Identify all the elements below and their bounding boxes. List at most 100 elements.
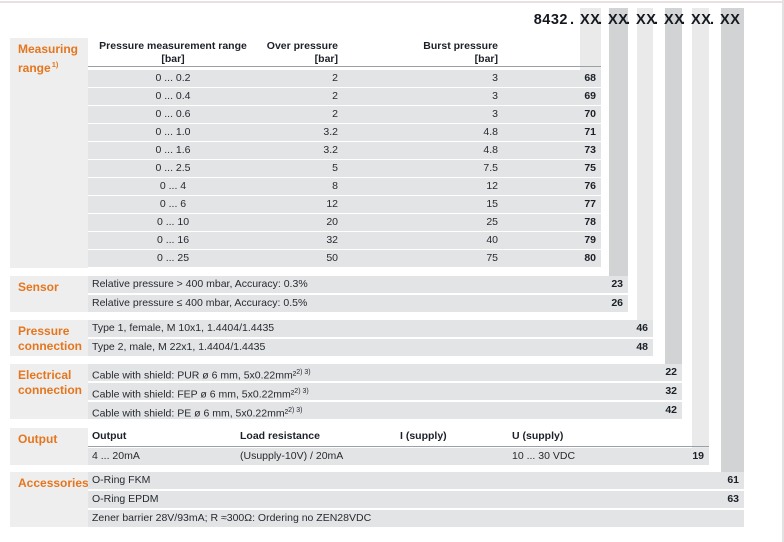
range-value: 0 ... 1.0 bbox=[155, 126, 191, 138]
order-column-band-4 bbox=[665, 8, 682, 364]
column-title: Over pressure bbox=[266, 40, 338, 52]
table-row: 0 ... 1.6 3.2 4.8 73 bbox=[88, 142, 601, 159]
order-code: 46 bbox=[636, 322, 648, 334]
u-supply-value: 10 ... 30 VDC bbox=[512, 450, 576, 462]
table-row: 0 ... 4 8 12 76 bbox=[88, 178, 601, 195]
table-row: O-Ring FKM 61 bbox=[88, 472, 744, 489]
column-header-over-pressure: Over pressure [bar] bbox=[258, 40, 338, 65]
order-column-band-3 bbox=[637, 8, 653, 320]
burst-pressure-value: 25 bbox=[486, 216, 498, 228]
option-text: Cable with shield: PUR ø 6 mm, 5x0.22mm²… bbox=[92, 364, 311, 382]
table-row: Relative pressure ≤ 400 mbar, Accuracy: … bbox=[88, 295, 628, 312]
over-pressure-value: 32 bbox=[326, 234, 338, 246]
order-code: 19 bbox=[692, 450, 704, 462]
label-line: Pressure bbox=[18, 324, 70, 338]
order-code: 26 bbox=[611, 297, 623, 309]
table-row: 0 ... 2.5 5 7.5 75 bbox=[88, 160, 601, 177]
over-pressure-value: 2 bbox=[332, 72, 338, 84]
label-line: Output bbox=[18, 432, 58, 446]
electrical-connection-rows: Cable with shield: PUR ø 6 mm, 5x0.22mm²… bbox=[88, 364, 682, 421]
output-value: 4 ... 20mA bbox=[92, 450, 140, 462]
order-column-band-2 bbox=[609, 8, 628, 276]
option-text: Type 2, male, M 22x1, 1.4404/1.4435 bbox=[92, 341, 266, 353]
separator-dot: . bbox=[598, 12, 603, 28]
range-value: 0 ... 0.6 bbox=[155, 108, 191, 120]
option-text: O-Ring EPDM bbox=[92, 493, 159, 505]
option-text: Relative pressure > 400 mbar, Accuracy: … bbox=[92, 278, 308, 290]
footnote-marker: 1) bbox=[51, 60, 59, 69]
code-placeholder: XX bbox=[580, 12, 601, 28]
table-row: Cable with shield: FEP ø 6 mm, 5x0.22mm²… bbox=[88, 383, 682, 401]
code-placeholder: XX bbox=[720, 12, 741, 28]
label-line: Measuring bbox=[18, 42, 79, 56]
burst-pressure-value: 75 bbox=[486, 252, 498, 264]
range-value: 0 ... 0.4 bbox=[155, 90, 191, 102]
option-text: Type 1, female, M 10x1, 1.4404/1.4435 bbox=[92, 322, 275, 334]
option-text: Relative pressure ≤ 400 mbar, Accuracy: … bbox=[92, 297, 308, 309]
table-row: 0 ... 0.6 2 3 70 bbox=[88, 106, 601, 123]
accessories-rows: O-Ring FKM 61 O-Ring EPDM 63 Zener barrier… bbox=[88, 472, 744, 529]
code-placeholder: XX bbox=[636, 12, 657, 28]
burst-pressure-value: 3 bbox=[492, 90, 498, 102]
order-code: 80 bbox=[584, 252, 596, 264]
table-row: 0 ... 25 50 75 80 bbox=[88, 250, 601, 267]
column-header-load-resistance: Load resistance bbox=[240, 430, 320, 442]
order-code: 22 bbox=[665, 366, 677, 378]
over-pressure-value: 3.2 bbox=[323, 144, 338, 156]
table-row: Relative pressure > 400 mbar, Accuracy: … bbox=[88, 276, 628, 293]
order-code: 68 bbox=[584, 72, 596, 84]
over-pressure-value: 3.2 bbox=[323, 126, 338, 138]
option-text: O-Ring FKM bbox=[92, 474, 151, 486]
separator-dot: . bbox=[626, 12, 631, 28]
section-label-pressure-connection: Pressure connection bbox=[10, 320, 88, 356]
order-code: 71 bbox=[584, 126, 596, 138]
order-code-group-2: . XX bbox=[598, 10, 628, 30]
option-text: Zener barrier 28V/93mA; R ≈300Ω: Orderin… bbox=[92, 512, 372, 524]
footnote-marker: 2) 3) bbox=[288, 407, 303, 414]
order-code: 76 bbox=[584, 180, 596, 192]
over-pressure-value: 20 bbox=[326, 216, 338, 228]
page-top-border bbox=[0, 1, 784, 3]
table-row: Cable with shield: PUR ø 6 mm, 5x0.22mm²… bbox=[88, 364, 682, 382]
table-row: 0 ... 0.2 2 3 68 bbox=[88, 70, 601, 87]
over-pressure-value: 50 bbox=[326, 252, 338, 264]
table-row: O-Ring EPDM 63 bbox=[88, 491, 744, 508]
product-number: 8432 bbox=[533, 12, 568, 28]
order-code-group-5: . XX bbox=[681, 10, 711, 30]
column-header-burst-pressure: Burst pressure [bar] bbox=[338, 40, 498, 65]
section-label-accessories: Accessories bbox=[10, 472, 89, 527]
header-divider bbox=[88, 66, 601, 67]
sensor-rows: Relative pressure > 400 mbar, Accuracy: … bbox=[88, 276, 628, 314]
measuring-table-header: Pressure measurement range [bar] Over pr… bbox=[88, 40, 601, 65]
range-value: 0 ... 4 bbox=[159, 180, 187, 192]
page-right-border bbox=[782, 0, 784, 542]
order-code: 48 bbox=[636, 341, 648, 353]
column-unit: [bar] bbox=[314, 52, 338, 65]
table-row: 0 ... 0.4 2 3 69 bbox=[88, 88, 601, 105]
over-pressure-value: 2 bbox=[332, 90, 338, 102]
order-code: 61 bbox=[727, 474, 739, 486]
order-code: 78 bbox=[584, 216, 596, 228]
table-row: Type 1, female, M 10x1, 1.4404/1.4435 46 bbox=[88, 320, 653, 337]
output-table-header: Output Load resistance I (supply) U (sup… bbox=[88, 430, 709, 442]
label-line: connection bbox=[18, 339, 83, 353]
section-label-sensor: Sensor bbox=[10, 276, 88, 312]
range-value: 0 ... 6 bbox=[159, 198, 187, 210]
i-supply-value bbox=[400, 448, 512, 465]
column-header-u-supply: U (supply) bbox=[512, 430, 564, 442]
table-row: Zener barrier 28V/93mA; R ≈300Ω: Orderin… bbox=[88, 510, 744, 527]
label-line: Sensor bbox=[18, 280, 59, 294]
range-value: 0 ... 10 bbox=[156, 216, 190, 228]
order-code: 79 bbox=[584, 234, 596, 246]
column-header-i-supply: I (supply) bbox=[400, 430, 447, 442]
order-code: 63 bbox=[727, 493, 739, 505]
range-value: 0 ... 16 bbox=[156, 234, 190, 246]
order-code: 69 bbox=[584, 90, 596, 102]
column-unit: [bar] bbox=[161, 52, 185, 65]
footnote-marker: 2) 3) bbox=[296, 369, 311, 376]
burst-pressure-value: 15 bbox=[486, 198, 498, 210]
order-column-band-1 bbox=[580, 8, 601, 70]
table-row: 0 ... 10 20 25 78 bbox=[88, 214, 601, 231]
pressure-connection-rows: Type 1, female, M 10x1, 1.4404/1.4435 46 … bbox=[88, 320, 653, 358]
